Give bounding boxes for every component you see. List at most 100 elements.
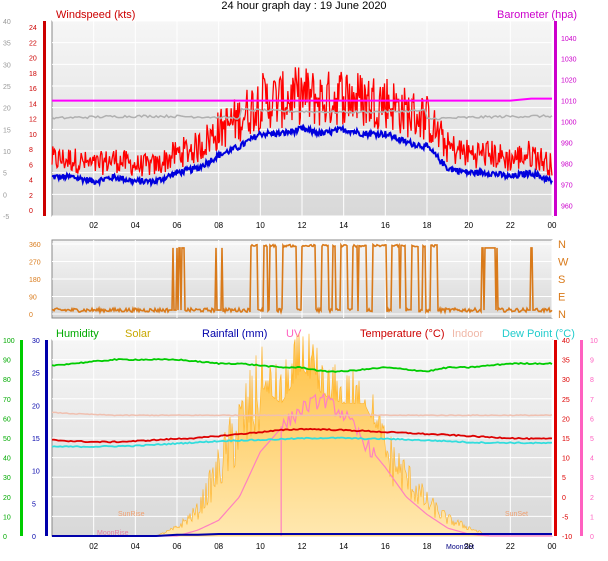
compass-tick: N bbox=[558, 309, 566, 321]
humidity-tick: 0 bbox=[3, 534, 7, 541]
temp-tick: 15 bbox=[562, 436, 570, 443]
direction-tick: 180 bbox=[29, 277, 41, 284]
wind-inner-tick: 2 bbox=[29, 193, 33, 200]
x-tick-label: 20 bbox=[464, 221, 473, 230]
wind-inner-tick: 4 bbox=[29, 178, 33, 185]
x-tick-label: 14 bbox=[339, 542, 348, 551]
x-tick-label: 16 bbox=[381, 542, 390, 551]
wind-inner-tick: 14 bbox=[29, 101, 37, 108]
uv-axis-bar bbox=[580, 340, 583, 536]
x-tick-label: 00 bbox=[548, 542, 557, 551]
direction-tick: 270 bbox=[29, 260, 41, 267]
temp-tick: 35 bbox=[562, 358, 570, 365]
humidity-tick: 100 bbox=[3, 338, 15, 345]
baro-tick: 970 bbox=[561, 183, 573, 190]
temp-tick: 25 bbox=[562, 397, 570, 404]
temp-tick: 30 bbox=[562, 377, 570, 384]
x-tick-label: 22 bbox=[506, 542, 515, 551]
wind-outer-tick: 35 bbox=[3, 41, 11, 48]
wind-inner-tick: 6 bbox=[29, 162, 33, 169]
x-tick-label: 18 bbox=[423, 221, 432, 230]
uv-tick: 3 bbox=[590, 475, 594, 482]
wind-outer-tick: 25 bbox=[3, 84, 11, 91]
humidity-axis-bar bbox=[20, 340, 23, 536]
wind-inner-tick: 10 bbox=[29, 132, 37, 139]
x-tick-label: 18 bbox=[423, 542, 432, 551]
temp-axis-bar bbox=[554, 340, 557, 536]
humidity-series bbox=[51, 358, 553, 373]
rain-tick: 15 bbox=[32, 436, 40, 443]
rain-tick: 30 bbox=[32, 338, 40, 345]
rain-tick: 10 bbox=[32, 469, 40, 476]
sunrise-label: SunRise bbox=[118, 511, 145, 518]
wind-outer-tick: 5 bbox=[3, 171, 7, 178]
humidity-tick: 70 bbox=[3, 397, 11, 404]
rainfall-legend: Rainfall (mm) bbox=[202, 328, 268, 340]
uv-tick: 9 bbox=[590, 358, 594, 365]
dewpoint-series bbox=[51, 436, 553, 449]
temp-tick: 5 bbox=[562, 475, 566, 482]
rainfall-series bbox=[52, 533, 552, 537]
uv-tick: 2 bbox=[590, 495, 594, 502]
temp-tick: 20 bbox=[562, 416, 570, 423]
wind-inner-tick: 16 bbox=[29, 86, 37, 93]
wind-inner-tick: 8 bbox=[29, 147, 33, 154]
x-tick-label: 12 bbox=[298, 542, 307, 551]
wind-direction-series bbox=[51, 242, 553, 315]
x-tick-label: 02 bbox=[89, 221, 98, 230]
humidity-tick: 20 bbox=[3, 495, 11, 502]
uv-legend: UV bbox=[286, 328, 302, 340]
baro-tick: 1040 bbox=[561, 36, 577, 43]
wind-outer-tick: 40 bbox=[3, 19, 11, 26]
humidity-legend: Humidity bbox=[56, 328, 99, 340]
uv-tick: 1 bbox=[590, 514, 594, 521]
temp-tick: 40 bbox=[562, 338, 570, 345]
x-tick-label: 08 bbox=[214, 221, 223, 230]
wind-outer-tick: -5 bbox=[3, 214, 9, 221]
indoor-series bbox=[51, 411, 553, 417]
humidity-tick: 50 bbox=[3, 436, 11, 443]
temp-tick: -10 bbox=[562, 534, 572, 541]
baro-axis-bar bbox=[554, 21, 557, 216]
wind-inner-tick: 22 bbox=[29, 40, 37, 47]
solar-legend: Solar bbox=[125, 328, 151, 340]
compass-tick: N bbox=[558, 239, 566, 251]
wind-outer-tick: 10 bbox=[3, 149, 11, 156]
wind-axis-bar bbox=[43, 21, 46, 216]
temp-tick: 0 bbox=[562, 495, 566, 502]
x-tick-label: 04 bbox=[131, 542, 140, 551]
rain-tick: 25 bbox=[32, 371, 40, 378]
baro-tick: 1000 bbox=[561, 120, 577, 127]
wind-inner-tick: 24 bbox=[29, 25, 37, 32]
wind-outer-tick: 20 bbox=[3, 106, 11, 113]
rain-tick: 20 bbox=[32, 403, 40, 410]
x-tick-label: 22 bbox=[506, 221, 515, 230]
uv-tick: 6 bbox=[590, 416, 594, 423]
x-tick-label: 06 bbox=[173, 542, 182, 551]
baro-tick: 1020 bbox=[561, 78, 577, 85]
x-tick-label: 00 bbox=[548, 221, 557, 230]
temperature-legend: Temperature (°C) bbox=[360, 328, 445, 340]
x-tick-label: 16 bbox=[381, 221, 390, 230]
barometer-series bbox=[52, 97, 552, 102]
baro-tick: 1030 bbox=[561, 57, 577, 64]
direction-tick: 360 bbox=[29, 242, 41, 249]
x-tick-label: 12 bbox=[298, 221, 307, 230]
x-tick-label: 10 bbox=[256, 542, 265, 551]
baro-tick: 960 bbox=[561, 204, 573, 211]
humidity-tick: 90 bbox=[3, 358, 11, 365]
uv-tick: 10 bbox=[590, 338, 598, 345]
windspeed-axis-label: Windspeed (kts) bbox=[56, 9, 136, 21]
barometer-aux-series bbox=[51, 107, 553, 121]
humidity-tick: 60 bbox=[3, 416, 11, 423]
rain-tick: 5 bbox=[32, 501, 36, 508]
compass-tick: S bbox=[558, 274, 565, 286]
compass-tick: W bbox=[558, 257, 569, 269]
temp-tick: 10 bbox=[562, 456, 570, 463]
moonset-label: MoonSet bbox=[446, 544, 474, 551]
moonrise-label: MoonRise bbox=[97, 530, 129, 537]
wind-inner-tick: 20 bbox=[29, 56, 37, 63]
rain-axis-bar bbox=[45, 340, 48, 536]
wind-inner-tick: 12 bbox=[29, 117, 37, 124]
direction-tick: 90 bbox=[29, 295, 37, 302]
